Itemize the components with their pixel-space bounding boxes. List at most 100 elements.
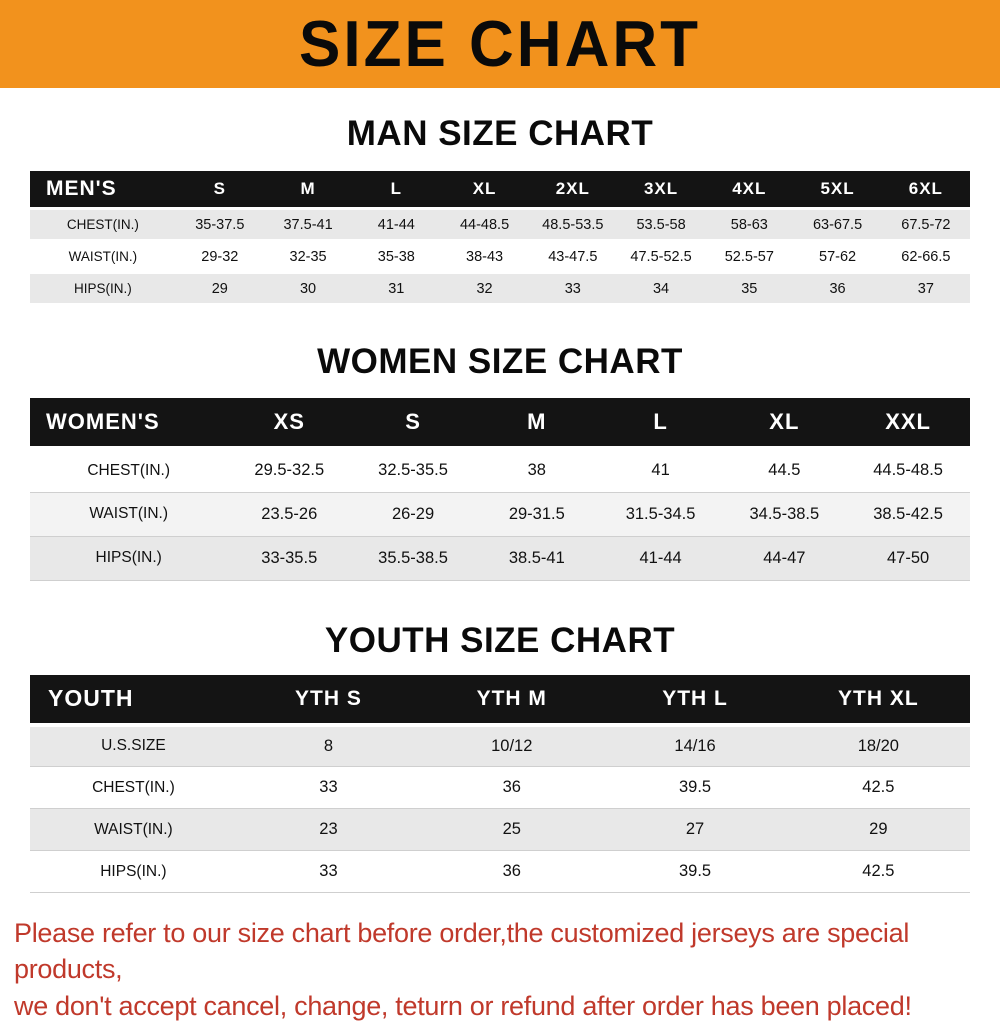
size-value-cell: 37.5-41 <box>263 210 353 239</box>
size-value-cell: 48.5-53.5 <box>528 210 617 239</box>
size-value-cell: 62-66.5 <box>901 248 951 265</box>
table-title-cell: YOUTH <box>30 674 237 727</box>
size-value-cell: 30 <box>263 274 353 303</box>
table-row: HIPS(IN.) 29 30 31 32 33 34 35 36 37 <box>30 274 970 303</box>
size-value-cell: 25 <box>420 808 604 851</box>
size-column-header: 3XL <box>616 171 706 207</box>
size-value-cell: 38 <box>474 447 599 492</box>
size-value-cell: 32.5-35.5 <box>351 447 475 492</box>
size-value-cell: 58-63 <box>705 210 794 239</box>
youth-size-table: YOUTH YTH S YTH M YTH L YTH XL U.S.SIZE 8 10/12… <box>30 674 970 893</box>
size-column-header: 4XL <box>705 171 794 207</box>
men-section-heading: MAN SIZE CHART <box>346 114 654 153</box>
size-value-cell: 29-31.5 <box>474 491 599 536</box>
size-column-header: L <box>352 171 441 207</box>
size-value-cell: 36 <box>420 850 604 893</box>
size-value-cell: 38.5-42.5 <box>846 491 970 536</box>
table-title-cell: WOMEN'S <box>30 398 228 450</box>
table-row: WAIST(IN.) 29-32 32-35 35-38 38-43 43-47.5 47.… <box>30 242 970 271</box>
size-value-cell: 38-43 <box>466 248 504 265</box>
size-column-header: XL <box>722 398 847 450</box>
size-value-cell: 39.5 <box>603 850 787 893</box>
table-row: CHEST(IN.) 33 36 39.5 42.5 <box>30 766 970 809</box>
table-header-row: WOMEN'S XS S M L XL XXL <box>30 398 970 450</box>
size-value-cell: 32-35 <box>289 248 327 265</box>
size-column-header: 2XL <box>528 171 617 207</box>
size-column-header: YTH M <box>420 674 604 727</box>
table-row: HIPS(IN.) 33-35.5 35.5-38.5 38.5-41 41-44 44-… <box>30 535 970 581</box>
size-value-cell: 29 <box>786 808 970 851</box>
size-value-cell: 44-48.5 <box>440 210 529 239</box>
size-value-cell: 47-50 <box>846 535 970 581</box>
men-size-table: MEN'S S M L XL 2XL 3XL 4XL 5XL 6XL CHEST(IN.) 35-37… <box>30 168 970 306</box>
size-value-cell: 35.5-38.5 <box>351 535 475 581</box>
size-value-cell: 8 <box>236 724 421 767</box>
size-value-cell: 29.5-32.5 <box>227 447 352 492</box>
women-size-section: WOMEN SIZE CHART WOMEN'S XS S M L XL XXL CHEST(… <box>0 342 1000 581</box>
table-row: WAIST(IN.) 23.5-26 26-29 29-31.5 31.5-34.5 34… <box>30 491 970 536</box>
youth-size-section: YOUTH SIZE CHART YOUTH YTH S YTH M YTH L YTH… <box>0 620 1000 893</box>
row-label-cell: CHEST(IN.) <box>30 447 228 492</box>
size-value-cell: 42.5 <box>786 850 970 893</box>
size-column-header: YTH S <box>236 674 421 727</box>
youth-section-heading: YOUTH SIZE CHART <box>324 620 676 660</box>
row-label-cell: CHEST(IN.) <box>30 766 237 809</box>
size-column-header: S <box>351 398 475 450</box>
size-column-header: M <box>263 171 353 207</box>
size-value-cell: 31 <box>352 274 441 303</box>
size-value-cell: 44.5 <box>722 447 847 492</box>
size-value-cell: 35 <box>705 274 794 303</box>
size-value-cell: 33 <box>236 766 421 809</box>
table-header-row: YOUTH YTH S YTH M YTH L YTH XL <box>30 674 970 727</box>
size-value-cell: 23.5-26 <box>227 491 352 536</box>
size-value-cell: 38.5-41 <box>474 535 599 581</box>
size-column-header: L <box>598 398 723 450</box>
table-row: WAIST(IN.) 23 25 27 29 <box>30 808 970 851</box>
size-value-cell: 34.5-38.5 <box>722 491 847 536</box>
size-value-cell: 33 <box>236 850 421 893</box>
size-chart-banner: SIZE CHART <box>0 0 1000 88</box>
row-label-cell: U.S.SIZE <box>30 724 237 767</box>
size-value-cell: 26-29 <box>351 491 475 536</box>
size-value-cell: 39.5 <box>603 766 787 809</box>
table-header-row: MEN'S S M L XL 2XL 3XL 4XL 5XL 6XL <box>30 171 970 207</box>
size-value-cell: 43-47.5 <box>548 248 598 265</box>
size-value-cell: 37 <box>881 274 970 303</box>
size-value-cell: 34 <box>616 274 706 303</box>
size-value-cell: 35-37.5 <box>175 210 264 239</box>
row-label-cell: WAIST(IN.) <box>30 808 237 851</box>
size-value-cell: 29 <box>175 274 264 303</box>
women-section-heading: WOMEN SIZE CHART <box>317 342 683 381</box>
row-label-cell: WAIST(IN.) <box>30 491 228 536</box>
size-value-cell: 18/20 <box>786 724 970 767</box>
size-value-cell: 57-62 <box>819 248 857 265</box>
size-column-header: XS <box>227 398 352 450</box>
table-row: HIPS(IN.) 33 36 39.5 42.5 <box>30 850 970 893</box>
size-column-header: 5XL <box>793 171 882 207</box>
size-value-cell: 44-47 <box>722 535 847 581</box>
order-notice: Please refer to our size chart before or… <box>14 915 986 1024</box>
size-column-header: S <box>175 171 264 207</box>
size-value-cell: 35-38 <box>377 248 415 265</box>
size-value-cell: 32 <box>440 274 529 303</box>
size-value-cell: 41 <box>598 447 723 492</box>
size-value-cell: 33 <box>528 274 617 303</box>
page-title: SIZE CHART <box>299 7 701 81</box>
size-value-cell: 53.5-58 <box>616 210 706 239</box>
size-column-header: YTH XL <box>786 674 970 727</box>
table-row: CHEST(IN.) 35-37.5 37.5-41 41-44 44-48.5 48.5… <box>30 210 970 239</box>
size-column-header: 6XL <box>881 171 970 207</box>
size-value-cell: 36 <box>793 274 882 303</box>
size-value-cell: 27 <box>603 808 787 851</box>
size-value-cell: 52.5-57 <box>724 248 774 265</box>
size-value-cell: 41-44 <box>352 210 441 239</box>
size-value-cell: 14/16 <box>603 724 787 767</box>
row-label-cell: WAIST(IN.) <box>68 249 138 264</box>
notice-line-1: Please refer to our size chart before or… <box>14 918 910 985</box>
size-value-cell: 31.5-34.5 <box>598 491 723 536</box>
size-column-header: M <box>474 398 599 450</box>
size-value-cell: 23 <box>236 808 421 851</box>
table-row: CHEST(IN.) 29.5-32.5 32.5-35.5 38 41 44.5 44.5… <box>30 447 970 492</box>
size-value-cell: 29-32 <box>201 248 239 265</box>
